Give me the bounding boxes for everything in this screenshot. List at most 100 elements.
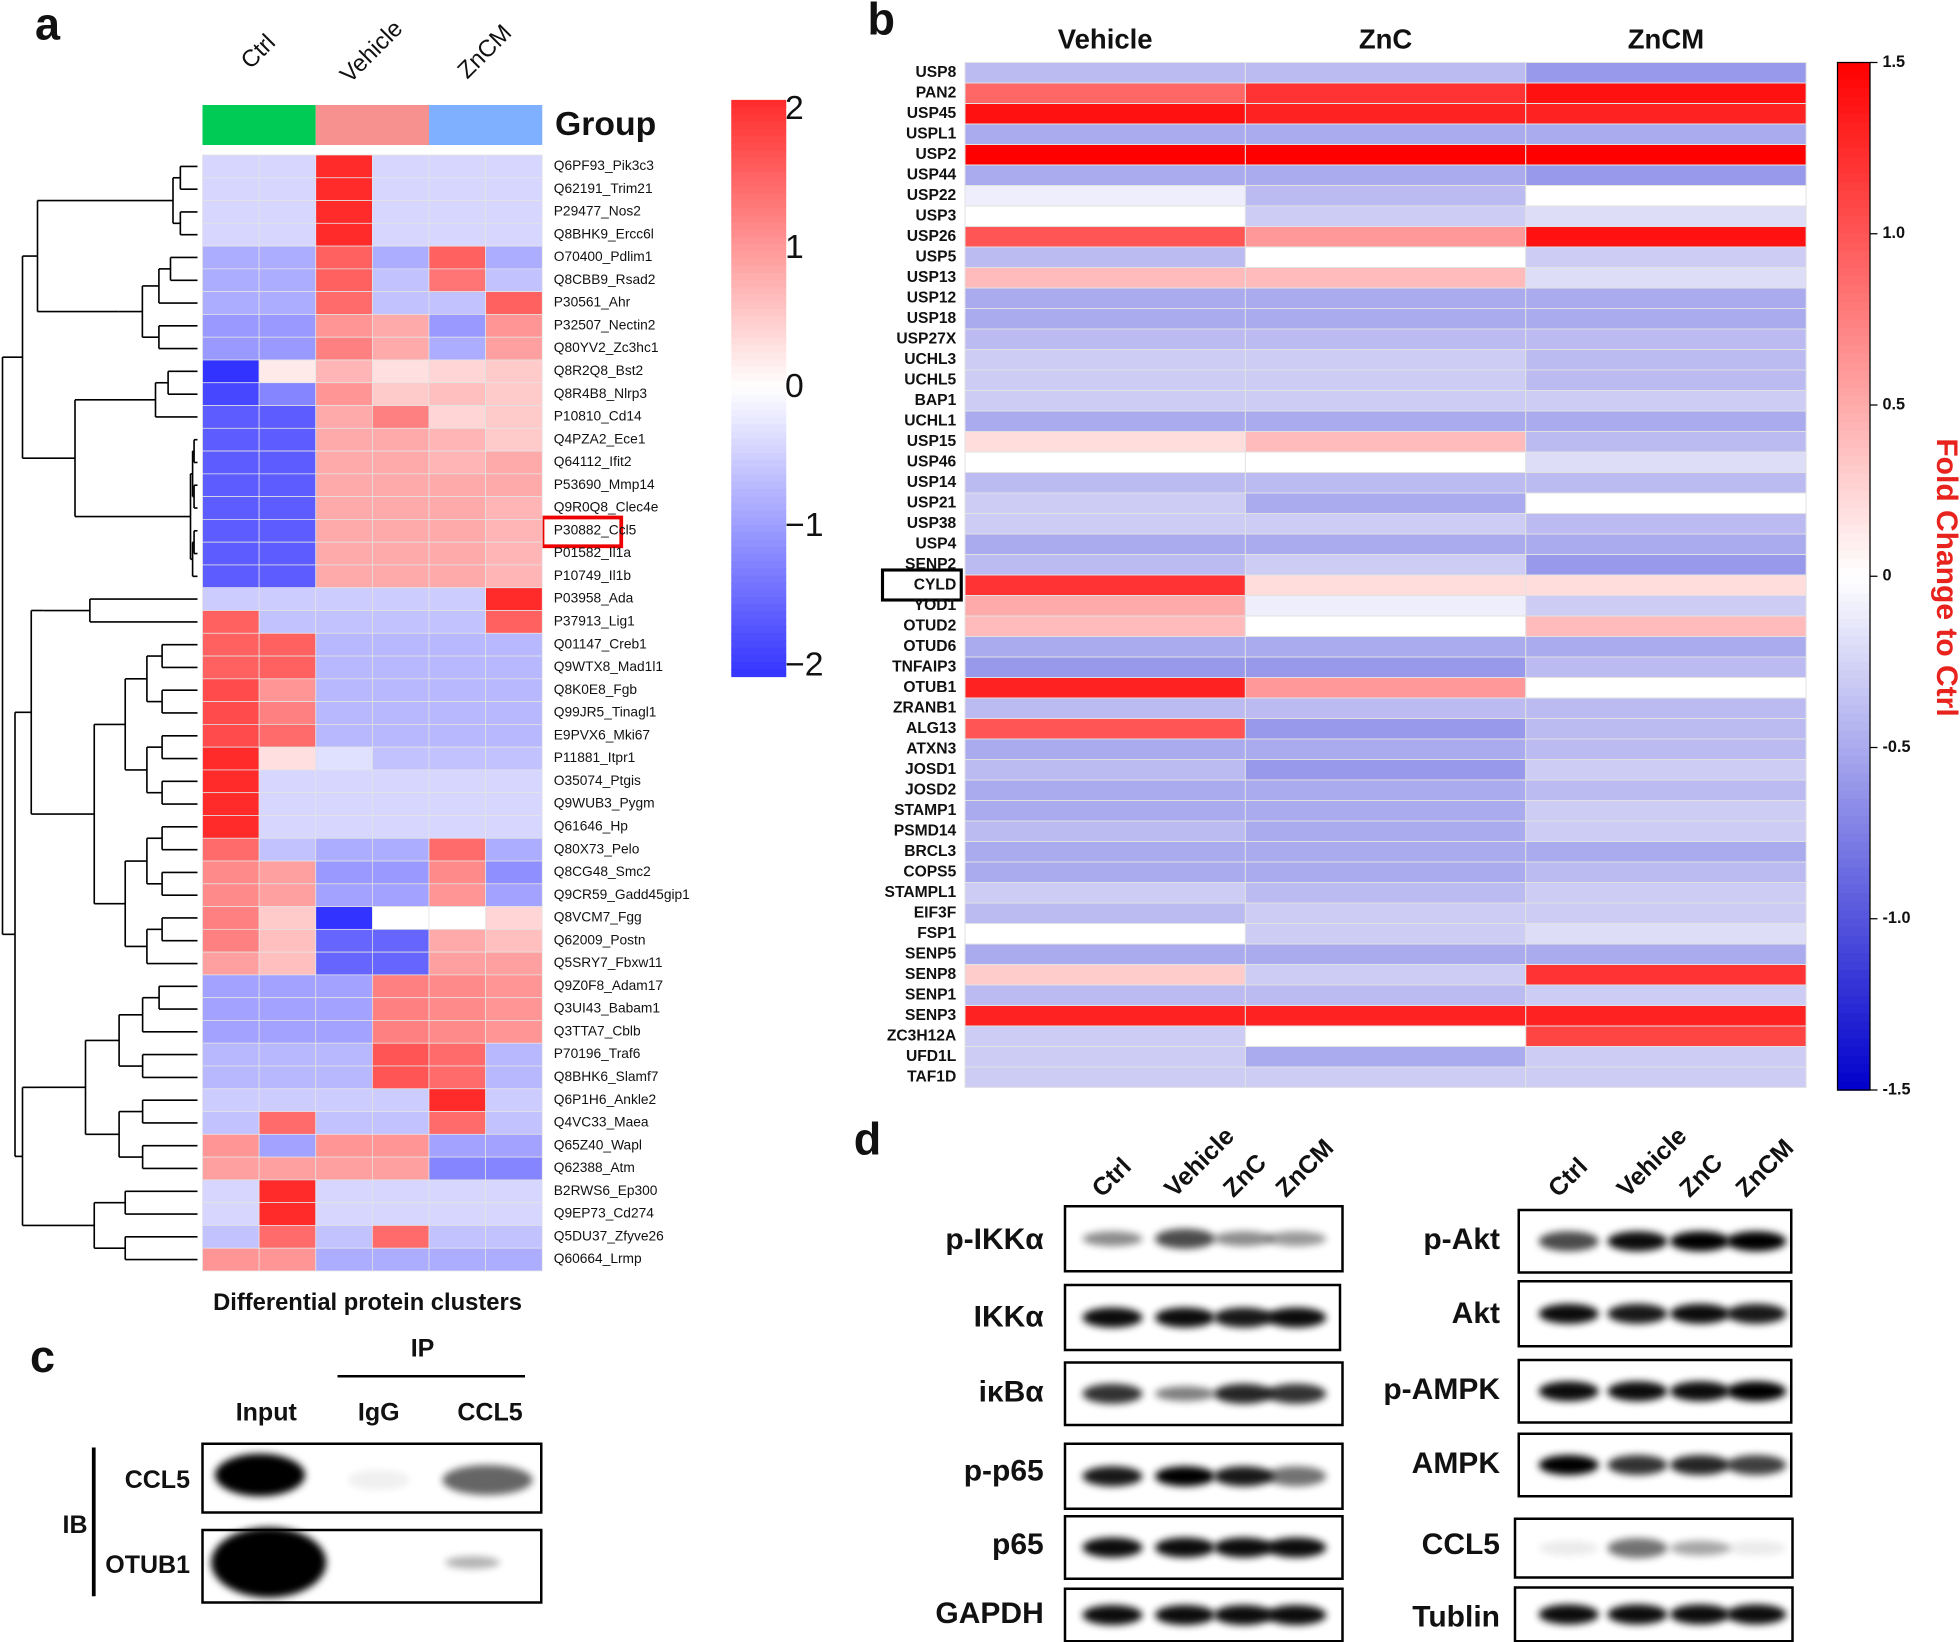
colorbar-segment: [1837, 970, 1870, 980]
heatmap-cell: [964, 451, 1246, 474]
heatmap-cell: [315, 655, 373, 680]
heatmap-cell: [1525, 390, 1807, 412]
heatmap-cell: [258, 928, 317, 953]
row-label: STAMP1: [894, 802, 956, 819]
heatmap-cell: [1244, 328, 1527, 351]
heatmap-cell: [428, 678, 487, 702]
heatmap-cell: [371, 291, 430, 315]
colorbar-segment: [1837, 379, 1870, 389]
colorbar-segment: [1837, 559, 1870, 569]
heatmap-cell: [371, 1247, 430, 1272]
heatmap-cell: [371, 427, 430, 452]
heatmap-cell: [371, 906, 430, 930]
heatmap-cell: [315, 746, 373, 771]
colorbar-tick-label: 2: [785, 89, 804, 127]
heatmap-cell: [428, 1202, 487, 1226]
heatmap-cell: [202, 1042, 260, 1067]
colorbar-segment: [1837, 978, 1870, 989]
heatmap-cell: [202, 701, 260, 725]
colorbar-segment: [1837, 71, 1870, 81]
heatmap-cell: [371, 1088, 430, 1112]
column-label: ZnCM: [1628, 24, 1704, 55]
blot-band: [1266, 1537, 1327, 1558]
lane-label: Input: [236, 1398, 298, 1426]
heatmap-cell: [428, 610, 487, 634]
heatmap-cell: [202, 427, 260, 452]
colorbar-segment: [1837, 867, 1870, 877]
heatmap-cell: [485, 1156, 543, 1181]
colorbar-segment: [1837, 533, 1870, 543]
heatmap-cell: [1525, 902, 1807, 925]
heatmap-cell: [371, 587, 430, 611]
row-label: USP8: [915, 64, 956, 81]
colorbar-segment: [731, 481, 787, 490]
colorbar-segment: [731, 474, 787, 483]
row-label: Q99JR5_Tinagl1: [554, 705, 657, 720]
row-label: USP12: [907, 289, 957, 306]
heatmap-cell: [258, 883, 317, 907]
row-label: Q80X73_Pelo: [554, 841, 640, 856]
heatmap-cell: [1525, 615, 1807, 637]
panel-label: c: [30, 1331, 55, 1382]
heatmap-cell: [315, 587, 373, 611]
colorbar-segment: [1837, 1004, 1870, 1014]
colorbar-segment: [1837, 824, 1870, 834]
colorbar-segment: [731, 366, 787, 375]
heatmap-cell: [428, 860, 487, 885]
heatmap-cell: [964, 1025, 1246, 1047]
heatmap-cell: [1525, 164, 1807, 187]
colorbar-segment: [731, 604, 787, 613]
heatmap-cell: [1525, 923, 1807, 945]
blot-band: [1266, 1307, 1327, 1328]
colorbar-segment: [1837, 131, 1870, 141]
row-label: STAMPL1: [885, 884, 957, 901]
row-label: USP46: [907, 453, 957, 470]
blot-band: [1538, 1540, 1599, 1556]
colorbar-segment: [1837, 764, 1870, 774]
blot-band: [1726, 1231, 1787, 1252]
colorbar-segment: [731, 200, 787, 209]
row-label: JOSD1: [905, 761, 957, 778]
row-label: PSMD14: [894, 822, 957, 839]
heatmap-cell: [258, 610, 317, 634]
colorbar-segment: [731, 330, 787, 339]
colorbar-segment: [1837, 473, 1870, 483]
row-label: USP5: [915, 248, 956, 265]
heatmap-cell: [964, 984, 1246, 1007]
heatmap-cell: [964, 861, 1246, 883]
heatmap-cell: [1525, 472, 1807, 494]
colorbar-segment: [731, 222, 787, 231]
heatmap-cell: [964, 185, 1246, 207]
row-label: Q8CG48_Smc2: [554, 864, 651, 879]
heatmap-cell: [1244, 472, 1527, 494]
blot-band: [1082, 1231, 1143, 1247]
heatmap-cell: [258, 792, 317, 816]
blot-band: [1726, 1455, 1787, 1475]
row-label: USP14: [907, 474, 957, 491]
row-label: Q6PF93_Pik3c3: [554, 158, 654, 173]
heatmap-cell: [202, 382, 260, 406]
blot-band: [1538, 1231, 1599, 1252]
heatmap-cell: [315, 906, 373, 930]
heatmap-cell: [1244, 410, 1527, 432]
row-label: P10810_Cd14: [554, 409, 642, 424]
colorbar-segment: [1837, 96, 1870, 107]
heatmap-cell: [1244, 267, 1527, 289]
colorbar-segment: [731, 215, 787, 224]
heatmap-cell: [202, 792, 260, 816]
heatmap-cell: [202, 769, 260, 794]
colorbar-segment: [1837, 250, 1870, 261]
colorbar-segment: [731, 157, 787, 166]
heatmap-cell: [315, 1247, 373, 1272]
heatmap-cell: [428, 427, 487, 452]
colorbar-segment: [1837, 730, 1870, 740]
column-label: ZnC: [1359, 24, 1413, 55]
colorbar-segment: [1837, 927, 1870, 937]
row-label: Q6P1H6_Ankle2: [554, 1092, 656, 1107]
heatmap-cell: [1244, 103, 1527, 125]
colorbar-segment: [1837, 396, 1870, 406]
heatmap-cell: [371, 1065, 430, 1090]
row-label: Q3UI43_Babam1: [554, 1001, 660, 1016]
colorbar-tick-label: 1.0: [1883, 224, 1906, 242]
heatmap-cell: [485, 1202, 543, 1226]
